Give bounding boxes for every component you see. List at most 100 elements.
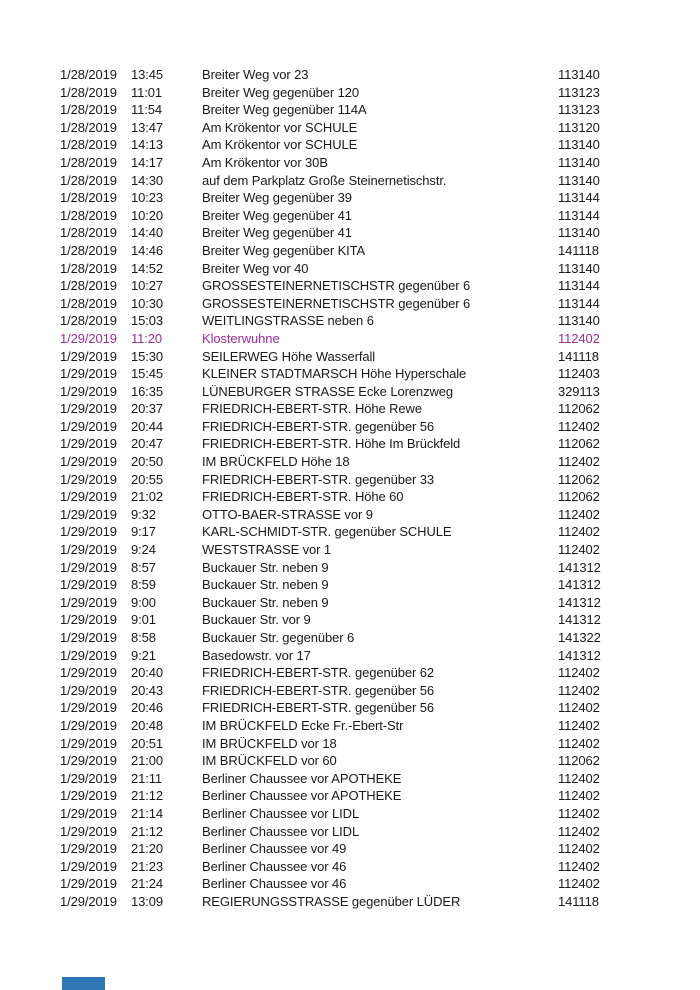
- table-row: 1/29/2019 20:47 FRIEDRICH-EBERT-STR. Höh…: [0, 435, 700, 453]
- table-row: 1/29/2019 11:20 Klosterwuhne 112402: [0, 330, 700, 348]
- row-time: 20:51: [131, 735, 164, 751]
- row-code: 141312: [558, 577, 601, 593]
- row-location: KARL-SCHMIDT-STR. gegenüber SCHULE: [202, 524, 452, 540]
- table-row: 1/29/2019 21:00 IM BRÜCKFELD vor 60 1120…: [0, 752, 700, 770]
- row-location: LÜNEBURGER STRASSE Ecke Lorenzweg: [202, 383, 454, 399]
- row-time: 15:45: [131, 366, 164, 382]
- row-location: Breiter Weg gegenüber 41: [202, 207, 352, 223]
- row-date: 1/29/2019: [60, 489, 117, 505]
- table-row: 1/28/2019 14:13 Am Krökentor vor SCHULE …: [0, 136, 700, 154]
- row-location: FRIEDRICH-EBERT-STR. gegenüber 56: [202, 700, 434, 716]
- table-row: 1/28/2019 13:45 Breiter Weg vor 23 11314…: [0, 66, 700, 84]
- table-row: 1/29/2019 20:43 FRIEDRICH-EBERT-STR. geg…: [0, 682, 700, 700]
- row-time: 14:46: [131, 242, 164, 258]
- row-date: 1/28/2019: [60, 278, 117, 294]
- row-code: 113144: [558, 295, 600, 311]
- row-time: 20:55: [131, 471, 164, 487]
- row-code: 112062: [558, 401, 600, 417]
- row-date: 1/29/2019: [60, 436, 117, 452]
- row-date: 1/29/2019: [60, 823, 117, 839]
- row-location: auf dem Parkplatz Große Steinernetischst…: [202, 172, 447, 188]
- row-code: 141118: [558, 242, 599, 258]
- row-code: 112402: [558, 542, 600, 558]
- table-row: 1/29/2019 16:35 LÜNEBURGER STRASSE Ecke …: [0, 383, 700, 401]
- row-time: 20:50: [131, 454, 164, 470]
- row-location: Breiter Weg gegenüber 114A: [202, 102, 367, 118]
- row-time: 14:52: [131, 260, 164, 276]
- row-location: Breiter Weg gegenüber 41: [202, 225, 352, 241]
- row-location: Breiter Weg vor 40: [202, 260, 309, 276]
- row-code: 141312: [558, 647, 601, 663]
- row-date: 1/29/2019: [60, 788, 117, 804]
- row-date: 1/29/2019: [60, 506, 117, 522]
- row-time: 8:58: [131, 630, 156, 645]
- row-date: 1/28/2019: [60, 67, 117, 82]
- row-date: 1/28/2019: [60, 295, 117, 311]
- row-time: 20:48: [131, 717, 164, 733]
- row-code: 112402: [558, 524, 600, 540]
- page-break-marker: [62, 977, 105, 990]
- row-date: 1/29/2019: [60, 753, 117, 769]
- row-location: KLEINER STADTMARSCH Höhe Hyperschale: [202, 366, 467, 382]
- row-location: Berliner Chaussee vor 46: [202, 876, 347, 892]
- row-date: 1/29/2019: [60, 330, 117, 346]
- table-row: 1/29/2019 9:21 Basedowstr. vor 17 141312: [0, 647, 700, 665]
- table-row: 1/29/2019 21:20 Berliner Chaussee vor 49…: [0, 840, 700, 858]
- row-code: 112402: [558, 876, 600, 892]
- row-code: 112402: [558, 454, 600, 470]
- row-location: Buckauer Str. gegenüber 6: [202, 630, 355, 645]
- row-date: 1/29/2019: [60, 841, 117, 857]
- row-date: 1/28/2019: [60, 172, 117, 188]
- row-code: 141312: [558, 612, 601, 628]
- row-location: Buckauer Str. neben 9: [202, 559, 329, 575]
- row-location: Breiter Weg gegenüber 39: [202, 190, 352, 206]
- row-time: 9:21: [131, 647, 156, 663]
- row-time: 8:57: [131, 559, 156, 575]
- row-location: Berliner Chaussee vor 49: [202, 841, 347, 857]
- row-date: 1/28/2019: [60, 190, 117, 206]
- row-code: 112062: [558, 489, 600, 505]
- table-row: 1/29/2019 9:01 Buckauer Str. vor 9 14131…: [0, 611, 700, 629]
- row-time: 21:00: [131, 753, 164, 769]
- row-date: 1/29/2019: [60, 630, 117, 645]
- row-code: 113123: [558, 102, 600, 118]
- row-code: 113144: [558, 278, 600, 294]
- row-time: 21:12: [131, 788, 164, 804]
- row-date: 1/29/2019: [60, 682, 117, 698]
- row-time: 13:09: [131, 893, 164, 909]
- row-date: 1/28/2019: [60, 260, 117, 276]
- row-date: 1/28/2019: [60, 225, 117, 241]
- row-time: 14:40: [131, 225, 164, 241]
- row-time: 21:11: [131, 770, 163, 786]
- row-location: REGIERUNGSSTRASSE gegenüber LÜDER: [202, 893, 461, 909]
- row-date: 1/29/2019: [60, 471, 117, 487]
- row-date: 1/29/2019: [60, 665, 117, 681]
- row-date: 1/29/2019: [60, 366, 117, 382]
- table-row: 1/29/2019 21:14 Berliner Chaussee vor LI…: [0, 805, 700, 823]
- row-code: 112402: [558, 506, 600, 522]
- row-location: Berliner Chaussee vor APOTHEKE: [202, 788, 402, 804]
- row-code: 141322: [558, 630, 601, 645]
- row-location: Berliner Chaussee vor LIDL: [202, 823, 360, 839]
- row-code: 112402: [558, 858, 600, 874]
- row-location: Am Krökentor vor SCHULE: [202, 119, 358, 135]
- row-date: 1/29/2019: [60, 735, 117, 751]
- row-date: 1/29/2019: [60, 717, 117, 733]
- row-date: 1/28/2019: [60, 242, 117, 258]
- row-code: 113140: [558, 172, 600, 188]
- table-row: 1/29/2019 8:57 Buckauer Str. neben 9 141…: [0, 559, 700, 577]
- table-row: 1/29/2019 9:00 Buckauer Str. neben 9 141…: [0, 594, 700, 612]
- row-location: FRIEDRICH-EBERT-STR. Höhe 60: [202, 489, 404, 505]
- row-code: 113140: [558, 260, 600, 276]
- row-date: 1/29/2019: [60, 770, 117, 786]
- row-location: IM BRÜCKFELD Ecke Fr.-Ebert-Str: [202, 717, 404, 733]
- row-code: 113140: [558, 137, 600, 153]
- row-time: 9:17: [131, 524, 156, 540]
- row-time: 9:32: [131, 506, 156, 522]
- row-location: OTTO-BAER-STRASSE vor 9: [202, 506, 373, 522]
- row-code: 141312: [558, 559, 601, 575]
- row-time: 20:37: [131, 401, 164, 417]
- row-code: 113140: [558, 225, 600, 241]
- row-location: FRIEDRICH-EBERT-STR. gegenüber 33: [202, 471, 434, 487]
- row-code: 113140: [558, 67, 600, 82]
